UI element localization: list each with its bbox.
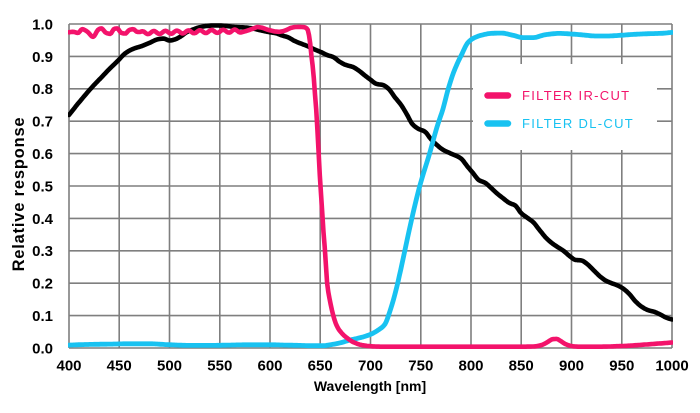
svg-text:FILTER DL-CUT: FILTER DL-CUT [522, 116, 634, 131]
svg-text:850: 850 [509, 358, 534, 375]
svg-text:500: 500 [157, 358, 182, 375]
svg-text:0.8: 0.8 [32, 81, 53, 98]
svg-text:Relative response: Relative response [10, 117, 28, 272]
svg-text:0.1: 0.1 [32, 308, 53, 325]
svg-text:1000: 1000 [655, 358, 688, 375]
svg-text:0.5: 0.5 [32, 178, 53, 195]
svg-text:0.7: 0.7 [32, 114, 53, 131]
svg-text:650: 650 [308, 358, 333, 375]
svg-text:0.6: 0.6 [32, 146, 53, 163]
svg-text:900: 900 [559, 358, 584, 375]
svg-text:0.4: 0.4 [32, 211, 54, 228]
svg-text:800: 800 [458, 358, 483, 375]
svg-text:600: 600 [257, 358, 282, 375]
svg-text:550: 550 [207, 358, 232, 375]
svg-text:Wavelength [nm]: Wavelength [nm] [314, 378, 426, 394]
svg-text:750: 750 [408, 358, 433, 375]
svg-text:0.2: 0.2 [32, 276, 53, 293]
svg-text:0.9: 0.9 [32, 49, 53, 66]
svg-text:450: 450 [107, 358, 132, 375]
svg-text:FILTER IR-CUT: FILTER IR-CUT [522, 88, 630, 103]
svg-text:0.3: 0.3 [32, 243, 53, 260]
svg-text:1.0: 1.0 [32, 16, 53, 33]
svg-text:400: 400 [56, 358, 81, 375]
svg-text:700: 700 [358, 358, 383, 375]
svg-text:0.0: 0.0 [32, 340, 53, 357]
svg-text:950: 950 [609, 358, 634, 375]
